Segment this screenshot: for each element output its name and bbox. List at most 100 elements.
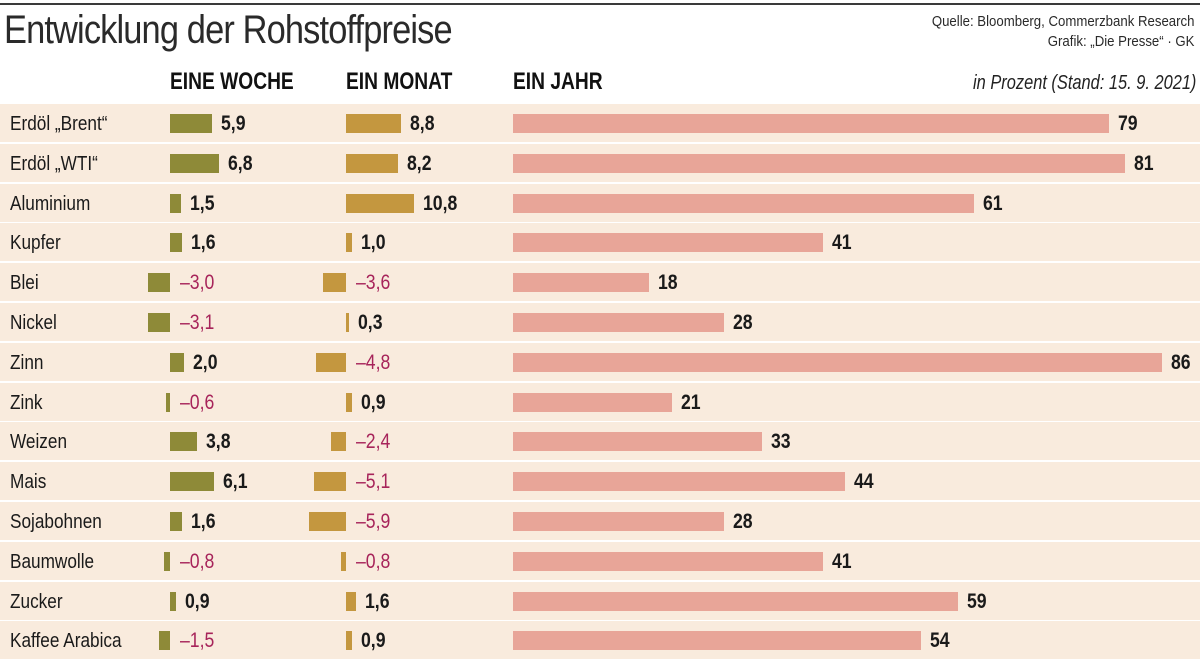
year-value-label: 61	[982, 191, 1003, 215]
month-bar	[346, 193, 415, 213]
year-bar	[513, 193, 974, 213]
year-bar	[513, 432, 763, 452]
month-value-label: 10,8	[423, 191, 458, 215]
week-value-label: 1,6	[190, 510, 216, 533]
category-row: Kupfer 1,6 1,0 41	[0, 223, 1200, 262]
month-value-label: 0,3	[358, 311, 383, 334]
year-value-label: 44	[854, 470, 874, 494]
year-value-label: 54	[929, 629, 950, 653]
year-bar	[513, 153, 1125, 173]
month-value-label: –4,8	[356, 350, 391, 374]
week-bar	[147, 313, 170, 332]
week-bar	[170, 114, 213, 133]
column-header-month: EIN MONAT	[346, 68, 453, 95]
year-value-label: 59	[967, 589, 988, 613]
category-row: Zink –0,6 0,9 21	[0, 382, 1200, 421]
category-label: Zinn	[10, 351, 44, 374]
week-value-label: 2,0	[193, 350, 218, 374]
month-value-label: 0,9	[360, 390, 386, 414]
chart-title: Entwicklung der Rohstoffpreise	[4, 8, 453, 52]
year-value-label: 41	[831, 549, 852, 573]
week-value-label: –1,5	[180, 629, 215, 653]
week-value-label: 0,9	[185, 589, 210, 613]
graphic-credit-line: Grafik: „Die Presse“ · GK	[1047, 33, 1194, 50]
category-row: Erdöl „WTI“ 6,8 8,2 81	[0, 143, 1200, 182]
category-row: Blei –3,0 –3,6 18	[0, 263, 1200, 302]
category-row: Kaffee Arabica –1,5 0,9 54	[0, 621, 1200, 660]
week-value-label: 6,8	[227, 151, 253, 175]
year-value-label: 33	[771, 430, 791, 454]
week-bar	[159, 631, 170, 651]
month-value-label: –5,9	[356, 510, 391, 533]
category-row: Zinn 2,0 –4,8 86	[0, 342, 1200, 381]
week-bar	[170, 352, 185, 372]
category-label: Nickel	[10, 312, 57, 334]
year-bar	[513, 392, 672, 412]
year-value-label: 18	[657, 271, 678, 295]
category-label: Mais	[10, 471, 47, 494]
column-header-week: EINE WOCHE	[170, 68, 294, 95]
month-bar	[346, 591, 357, 611]
category-label: Zink	[10, 391, 43, 414]
year-value-label: 28	[733, 311, 754, 334]
month-bar	[315, 352, 346, 372]
category-row: Aluminium 1,5 10,8 61	[0, 183, 1200, 222]
year-value-label: 86	[1171, 350, 1191, 374]
month-value-label: 0,9	[360, 629, 386, 653]
month-bar	[346, 631, 352, 651]
week-bar	[170, 432, 198, 452]
week-value-label: –0,6	[180, 390, 215, 414]
week-bar	[170, 512, 182, 531]
month-bar	[346, 233, 353, 253]
week-value-label: 1,5	[189, 191, 215, 215]
year-bar	[513, 313, 725, 332]
month-value-label: 1,6	[365, 589, 390, 613]
month-bar	[346, 313, 349, 332]
category-label: Sojabohnen	[10, 511, 102, 533]
category-label: Kaffee Arabica	[10, 630, 122, 653]
unit-note: in Prozent (Stand: 15. 9. 2021)	[972, 72, 1196, 94]
month-value-label: –2,4	[356, 430, 391, 454]
top-rule	[0, 3, 1200, 5]
category-row: Zucker 0,9 1,6 59	[0, 581, 1200, 620]
month-bar	[346, 392, 352, 412]
category-row: Mais 6,1 –5,1 44	[0, 462, 1200, 501]
week-value-label: –0,8	[180, 549, 215, 573]
column-header-year: EIN JAHR	[513, 68, 603, 95]
category-label: Blei	[10, 272, 39, 295]
week-bar	[170, 193, 181, 213]
year-bar	[513, 472, 846, 492]
year-value-label: 79	[1118, 112, 1139, 135]
month-value-label: –5,1	[356, 470, 391, 494]
month-bar	[313, 472, 346, 492]
week-bar	[170, 591, 177, 611]
week-bar	[164, 551, 170, 571]
week-value-label: 1,6	[190, 231, 216, 255]
category-label: Aluminium	[10, 192, 91, 215]
year-bar	[513, 631, 921, 651]
category-row: Weizen 3,8 –2,4 33	[0, 422, 1200, 461]
year-bar	[513, 551, 823, 571]
month-bar	[340, 551, 346, 571]
category-label: Erdöl „WTI“	[10, 152, 98, 175]
week-bar	[170, 233, 182, 253]
month-value-label: –0,8	[356, 549, 391, 573]
week-bar	[148, 273, 170, 293]
month-bar	[330, 432, 346, 452]
category-row: Sojabohnen 1,6 –5,9 28	[0, 502, 1200, 540]
year-value-label: 28	[733, 510, 754, 533]
year-value-label: 21	[680, 390, 701, 414]
year-bar	[513, 273, 649, 293]
category-row: Nickel –3,1 0,3 28	[0, 303, 1200, 341]
week-value-label: 3,8	[206, 430, 231, 454]
category-label: Zucker	[10, 590, 63, 613]
week-value-label: 5,9	[221, 112, 246, 135]
month-bar	[308, 512, 346, 531]
year-value-label: 81	[1133, 151, 1154, 175]
month-bar	[346, 114, 402, 133]
month-bar	[346, 153, 398, 173]
source-credit: Quelle: Bloomberg, Commerzbank Research …	[931, 12, 1194, 52]
week-value-label: 6,1	[222, 470, 248, 494]
year-bar	[513, 233, 823, 253]
category-label: Kupfer	[10, 232, 61, 255]
